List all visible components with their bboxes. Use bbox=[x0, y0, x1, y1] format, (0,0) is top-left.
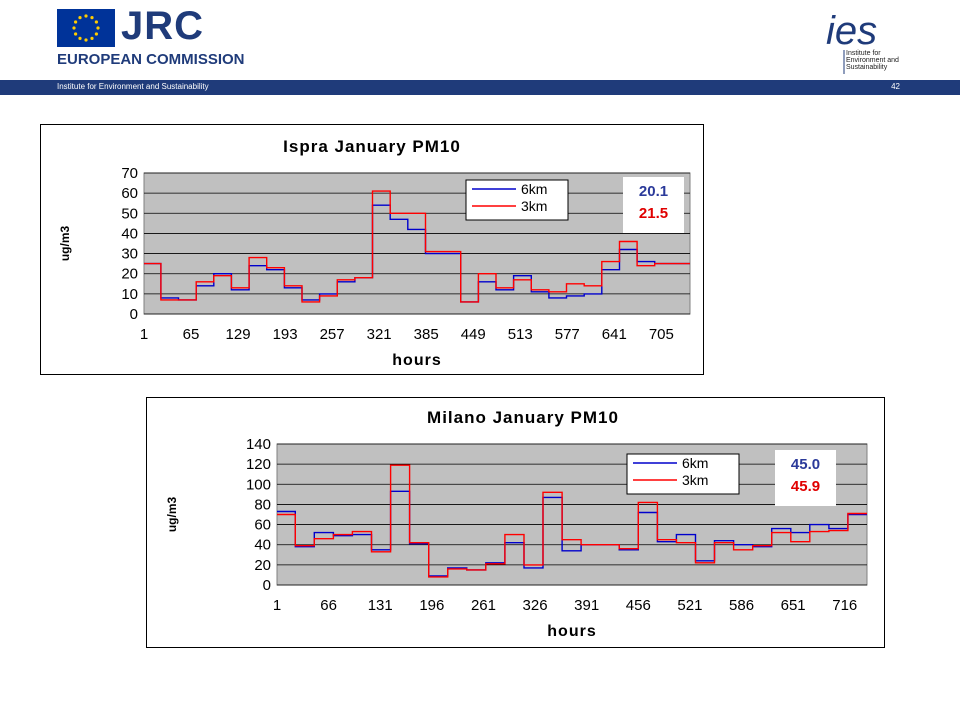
x-tick-label: 449 bbox=[461, 326, 486, 343]
y-tick-label: 80 bbox=[254, 496, 271, 513]
slide-number: 42 bbox=[891, 82, 900, 91]
x-tick-label: 716 bbox=[832, 597, 857, 614]
x-tick-label: 193 bbox=[273, 326, 298, 343]
series-line-3km bbox=[144, 190, 690, 303]
y-tick-label: 60 bbox=[254, 517, 271, 534]
x-axis-label: hours bbox=[547, 623, 596, 640]
ies-caption-line: Environment and bbox=[846, 57, 899, 64]
slide-header: JRC EUROPEAN COMMISSION ies Institute fo… bbox=[0, 0, 960, 96]
x-tick-label: 1 bbox=[273, 597, 281, 614]
plot-area bbox=[143, 172, 691, 315]
jrc-logo-text: JRC bbox=[121, 4, 205, 48]
ies-logo: ies bbox=[826, 9, 877, 74]
x-tick-label: 391 bbox=[574, 597, 599, 614]
x-tick-label: 66 bbox=[320, 597, 337, 614]
annotation-3km-value: 45.9 bbox=[791, 478, 820, 495]
ies-logo-text: ies bbox=[826, 9, 877, 53]
x-tick-label: 513 bbox=[508, 326, 533, 343]
legend-label: 6km bbox=[521, 181, 547, 197]
x-tick-label: 456 bbox=[626, 597, 651, 614]
x-tick-label: 586 bbox=[729, 597, 754, 614]
x-tick-label: 1 bbox=[140, 326, 148, 343]
ies-caption-line: Sustainability bbox=[846, 64, 888, 71]
y-axis-label: ug/m3 bbox=[165, 497, 179, 533]
chart-title: Milano January PM10 bbox=[427, 408, 619, 427]
y-axis-label: ug/m3 bbox=[58, 226, 72, 262]
x-tick-label: 321 bbox=[367, 326, 392, 343]
x-tick-label: 65 bbox=[183, 326, 200, 343]
chart-title: Ispra January PM10 bbox=[283, 137, 461, 156]
legend-label: 3km bbox=[521, 198, 547, 214]
ispra-chart: Ispra January PM10 0 10 20 30 40 50 60 70 1 65 129 1… bbox=[40, 124, 704, 375]
y-tick-label: 100 bbox=[246, 476, 271, 493]
x-tick-label: 521 bbox=[677, 597, 702, 614]
legend-box bbox=[626, 453, 740, 495]
annotation-box bbox=[623, 177, 684, 233]
annotation-box bbox=[775, 450, 836, 506]
y-tick-label: 60 bbox=[121, 185, 138, 202]
y-tick-label: 30 bbox=[121, 246, 138, 263]
milano-chart-svg: Milano January PM10 0 20 40 60 80 100 120 140 1 66… bbox=[165, 408, 868, 640]
milano-chart: Milano January PM10 0 20 40 60 80 100 120 140 1 66… bbox=[146, 397, 885, 648]
european-commission-label: EUROPEAN COMMISSION bbox=[57, 51, 245, 68]
y-tick-label: 40 bbox=[254, 537, 271, 554]
institute-name: Institute for Environment and Sustainabi… bbox=[57, 82, 209, 91]
x-tick-label: 577 bbox=[555, 326, 580, 343]
y-tick-label: 0 bbox=[130, 306, 138, 323]
y-tick-label: 10 bbox=[121, 286, 138, 303]
y-tick-label: 40 bbox=[121, 225, 138, 242]
y-tick-label: 140 bbox=[246, 436, 271, 453]
x-tick-label: 131 bbox=[368, 597, 393, 614]
y-tick-label: 50 bbox=[121, 205, 138, 222]
annotation-6km-value: 20.1 bbox=[639, 183, 668, 200]
y-tick-label: 20 bbox=[254, 557, 271, 574]
y-tick-label: 120 bbox=[246, 456, 271, 473]
y-tick-label: 0 bbox=[263, 577, 271, 594]
x-tick-label: 196 bbox=[419, 597, 444, 614]
annotation-6km-value: 45.0 bbox=[791, 456, 820, 473]
ies-caption: Institute for Environment and Sustainabi… bbox=[846, 50, 899, 71]
legend-label: 3km bbox=[682, 472, 708, 488]
annotation-3km-value: 21.5 bbox=[639, 205, 668, 222]
x-tick-label: 261 bbox=[471, 597, 496, 614]
legend-label: 6km bbox=[682, 455, 708, 471]
x-tick-label: 129 bbox=[226, 326, 251, 343]
ispra-chart-svg: Ispra January PM10 0 10 20 30 40 50 60 70 1 65 129 1… bbox=[58, 137, 691, 369]
x-tick-label: 385 bbox=[414, 326, 439, 343]
series-line-3km bbox=[277, 464, 867, 578]
legend-box bbox=[465, 179, 569, 221]
x-tick-label: 257 bbox=[320, 326, 345, 343]
ies-caption-line: Institute for bbox=[846, 50, 881, 57]
x-tick-label: 641 bbox=[602, 326, 627, 343]
x-axis-label: hours bbox=[392, 352, 441, 369]
x-tick-label: 705 bbox=[649, 326, 674, 343]
y-tick-label: 20 bbox=[121, 266, 138, 283]
header-bar: Institute for Environment and Sustainabi… bbox=[0, 80, 960, 95]
y-tick-label: 70 bbox=[121, 165, 138, 182]
x-tick-label: 326 bbox=[523, 597, 548, 614]
eu-flag-logo bbox=[57, 9, 115, 47]
x-tick-label: 651 bbox=[781, 597, 806, 614]
